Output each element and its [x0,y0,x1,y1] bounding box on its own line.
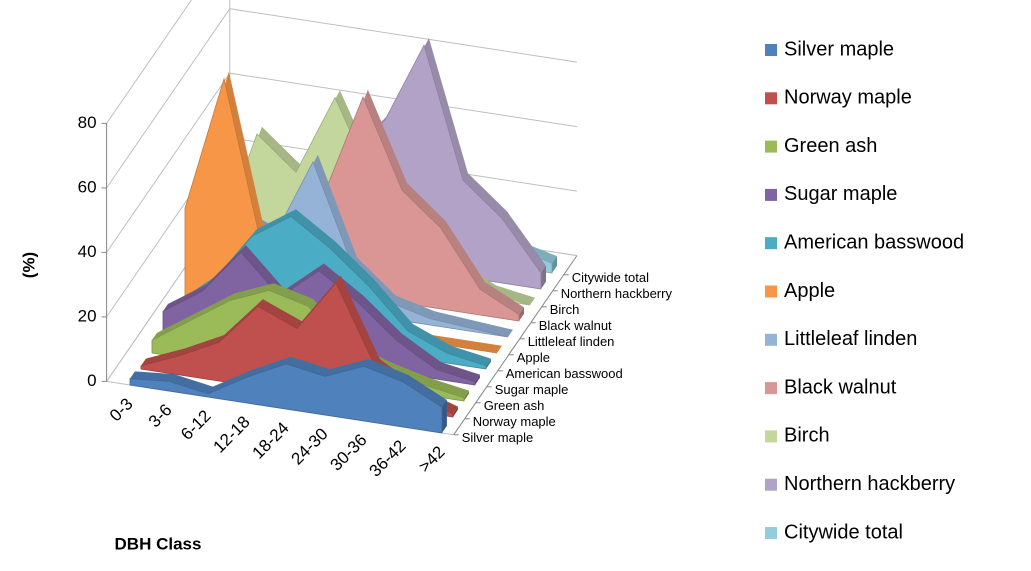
x-axis-title: DBH Class [115,534,202,553]
depth-label: Green ash [484,398,545,413]
x-tick-label: >42 [415,442,449,476]
area-side [486,358,491,369]
depth-label: Littleleaf linden [528,334,615,349]
legend-label: Citywide total [784,521,903,543]
legend-label: American basswood [784,231,964,253]
depth-label: Norway maple [473,414,556,429]
legend-swatch [765,527,777,539]
legend-label: Birch [784,425,830,447]
legend-swatch [765,140,777,153]
depth-label: Birch [550,302,580,317]
area-side [464,390,469,401]
area [129,363,443,434]
legend-swatch [765,92,777,105]
area-top [174,209,491,366]
depth-axis [453,255,578,436]
y-tick-label: 0 [87,371,96,390]
legend-label: Green ash [784,135,877,157]
legend-swatch [765,44,777,56]
area-side [519,307,524,321]
depth-label: Silver maple [462,430,534,445]
legend-swatch [765,285,777,298]
y-tick-label: 60 [78,177,97,196]
y-tick-label: 20 [78,306,97,325]
legend-swatch [765,382,777,395]
y-axis-title: (%) [19,252,38,278]
grid-line [106,8,577,189]
depth-label: Apple [517,350,550,365]
area-side [552,256,557,273]
legend-label: Black walnut [784,376,897,398]
legend-label: Littleleaf linden [784,328,917,350]
x-tick-label: 30-36 [327,430,371,474]
grid-line [106,72,577,253]
area-top [207,89,524,315]
area-side [453,406,458,417]
legend-label: Norway maple [784,87,912,109]
area-side [475,374,480,385]
depth-label: American basswood [506,366,623,381]
y-tick-label: 40 [78,242,97,261]
x-tick-label: 24-30 [288,424,332,468]
depth-label: Northern hackberry [561,286,673,301]
legend-swatch [765,333,777,346]
x-tick-label: 3-6 [145,400,176,431]
depth-label: Black walnut [539,318,612,333]
x-tick-label: 36-42 [366,436,410,480]
grid-line [106,0,193,124]
legend-label: Sugar maple [784,183,897,205]
x-tick-label: 0-3 [106,394,137,425]
legend-swatch [765,237,777,250]
area-top [130,356,447,408]
legend-label: Apple [784,280,835,302]
area-side [541,265,546,289]
area-side [442,400,447,433]
legend-label: Northern hackberry [784,473,955,495]
y-tick-label: 80 [78,113,97,132]
legend-swatch [765,188,777,201]
legend-swatch [765,430,777,443]
x-tick-label: 6-12 [177,406,214,443]
x-tick-label: 18-24 [249,418,293,462]
x-tick-label: 12-18 [210,412,254,456]
legend-swatch [765,478,777,491]
depth-label: Citywide total [572,270,649,285]
depth-label: Sugar maple [495,382,569,397]
legend-label: Silver maple [784,38,894,60]
